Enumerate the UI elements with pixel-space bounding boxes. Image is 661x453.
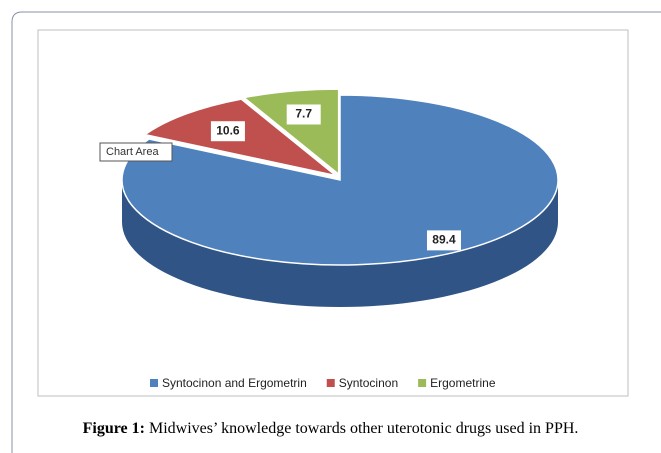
slice bbox=[121, 94, 559, 266]
legend-label: Ergometrine bbox=[430, 376, 496, 390]
data-label: 10.6 bbox=[216, 123, 240, 137]
tooltip: Chart Area bbox=[106, 146, 159, 158]
legend-label: Syntocinon bbox=[339, 376, 398, 390]
legend-swatch bbox=[150, 379, 158, 387]
caption: Figure 1: Midwives’ knowledge towards ot… bbox=[0, 420, 661, 438]
legend-swatch bbox=[326, 379, 335, 387]
tooltip-box bbox=[99, 142, 173, 162]
data-label: 89.4 bbox=[432, 233, 456, 247]
data-label-box bbox=[426, 230, 461, 251]
caption-text: Midwives’ knowledge towards other uterot… bbox=[148, 420, 579, 437]
caption-label: Figure 1: bbox=[82, 420, 145, 437]
pie: 89.4 10.6 7.7 bbox=[121, 88, 559, 307]
legend-swatch bbox=[418, 379, 427, 387]
legend: Syntocinon and Ergometrin Syntocinon Ergom… bbox=[150, 376, 496, 390]
slice-side bbox=[122, 180, 558, 307]
data-label: 7.7 bbox=[295, 107, 312, 121]
legend-label: Syntocinon and Ergometrin bbox=[162, 376, 307, 390]
data-label-box bbox=[210, 121, 245, 142]
data-label-box bbox=[286, 104, 321, 125]
figure-border bbox=[11, 11, 661, 453]
